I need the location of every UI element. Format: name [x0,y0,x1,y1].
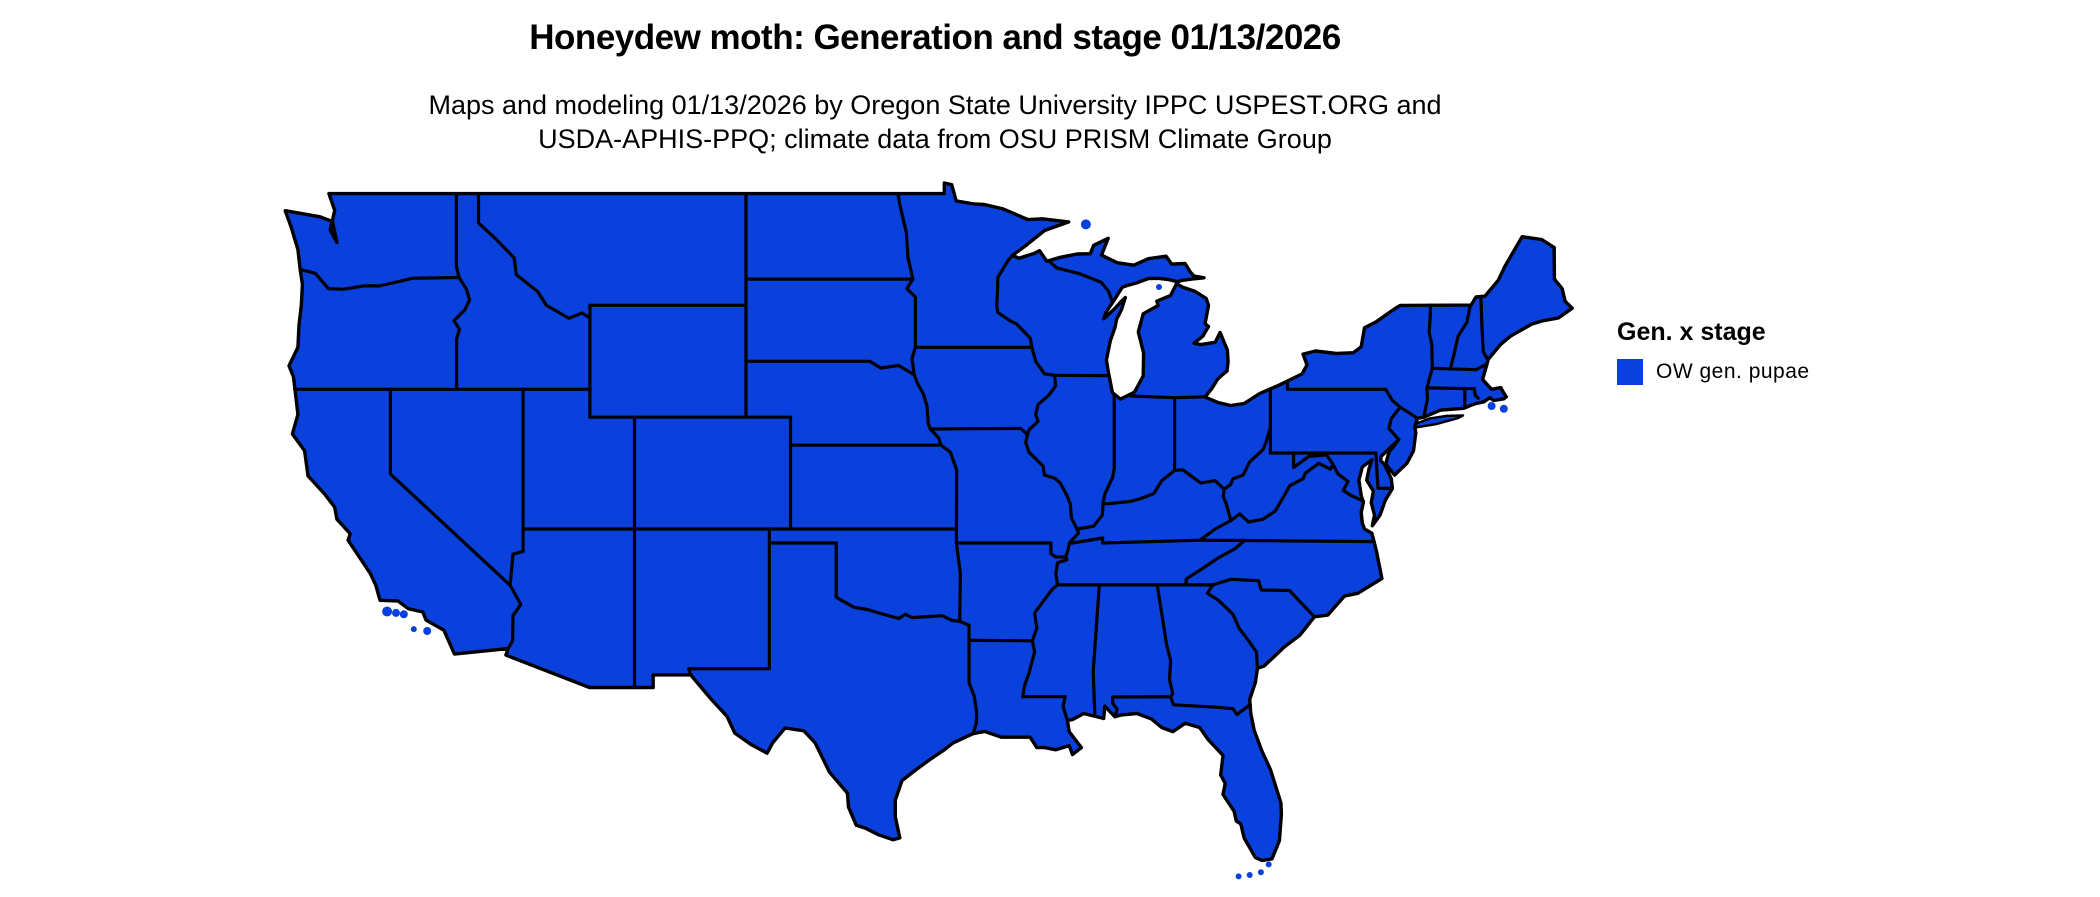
marthas-vineyard [1488,402,1496,410]
us-outline [285,183,1572,861]
beaver-island [1156,284,1162,290]
legend-swatch [1617,359,1643,385]
page-title: Honeydew moth: Generation and stage 01/1… [0,18,1870,58]
legend-title: Gen. x stage [1617,318,2017,347]
border-ct-ma-ri [1427,388,1474,389]
border-la-ar [969,640,1032,641]
nantucket [1500,405,1508,413]
legend: Gen. x stage OW gen. pupae [1617,318,2017,385]
florida-key [1247,872,1253,878]
channel-island [423,627,431,635]
border-mi-south [1131,396,1206,398]
florida-key [1236,873,1242,879]
legend-item: OW gen. pupae [1617,359,2017,385]
legend-items: OW gen. pupae [1617,359,2017,385]
subtitle-line-2: USDA-APHIS-PPQ; climate data from OSU PR… [0,122,1870,156]
subtitle-line-1: Maps and modeling 01/13/2026 by Oregon S… [0,88,1870,122]
channel-island [392,609,400,617]
isle-royale [1081,219,1091,229]
florida-key [1266,861,1272,867]
channel-island [411,626,417,632]
border-va-nc [1245,541,1375,542]
subtitle: Maps and modeling 01/13/2026 by Oregon S… [0,88,1870,156]
channel-island [400,610,408,618]
legend-item-label: OW gen. pupae [1656,360,1810,384]
header: Honeydew moth: Generation and stage 01/1… [0,18,1870,156]
florida-key [1258,869,1264,875]
channel-island [382,607,392,617]
